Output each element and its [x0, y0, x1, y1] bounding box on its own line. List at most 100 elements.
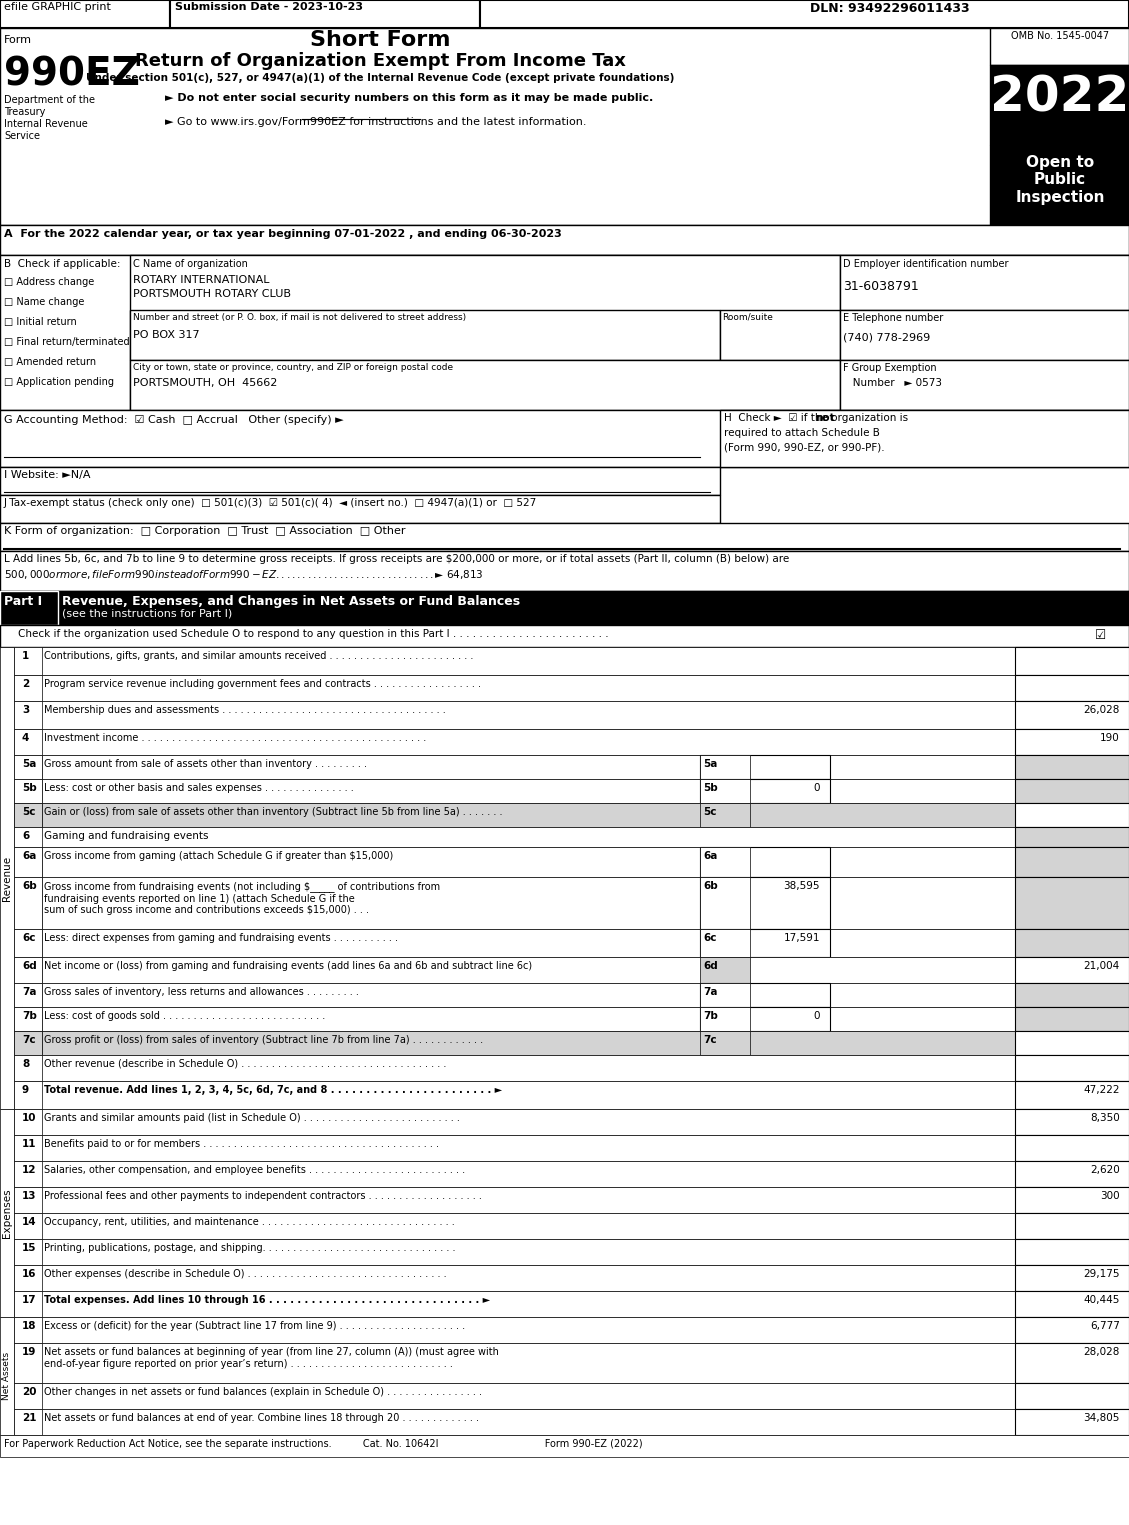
Bar: [14, 755, 42, 779]
Text: Less: cost of goods sold . . . . . . . . . . . . . . . . . . . . . . . . . . .: Less: cost of goods sold . . . . . . . .…: [44, 1011, 325, 1022]
Bar: [1015, 1161, 1129, 1186]
Text: Other changes in net assets or fund balances (explain in Schedule O) . . . . . .: Other changes in net assets or fund bala…: [44, 1388, 482, 1397]
Bar: [700, 846, 830, 877]
Bar: [700, 958, 750, 984]
Bar: [0, 1109, 14, 1318]
Bar: [14, 958, 1015, 984]
Text: Gross sales of inventory, less returns and allowances . . . . . . . . .: Gross sales of inventory, less returns a…: [44, 987, 359, 997]
Text: 6a: 6a: [21, 851, 36, 862]
Bar: [700, 779, 830, 804]
Text: Service: Service: [5, 131, 40, 140]
Text: 7a: 7a: [21, 987, 36, 997]
Bar: [0, 1318, 14, 1435]
Text: 2,620: 2,620: [1091, 1165, 1120, 1174]
Bar: [840, 255, 1129, 310]
Text: ► Go to www.irs.gov/Form990EZ for instructions and the latest information.: ► Go to www.irs.gov/Form990EZ for instru…: [165, 117, 586, 127]
Bar: [0, 410, 1129, 467]
Text: □ Amended return: □ Amended return: [5, 357, 96, 368]
Bar: [14, 1318, 42, 1344]
Bar: [14, 1161, 1015, 1186]
Text: Number   ► 0573: Number ► 0573: [843, 378, 942, 387]
Bar: [14, 1031, 1015, 1055]
Text: 17: 17: [21, 1295, 36, 1305]
Text: □ Initial return: □ Initial return: [5, 317, 77, 326]
Bar: [14, 1161, 42, 1186]
Bar: [1015, 1266, 1129, 1292]
Text: PORTSMOUTH ROTARY CLUB: PORTSMOUTH ROTARY CLUB: [133, 290, 291, 299]
Text: Total revenue. Add lines 1, 2, 3, 4, 5c, 6d, 7c, and 8 . . . . . . . . . . . . .: Total revenue. Add lines 1, 2, 3, 4, 5c,…: [44, 1084, 502, 1095]
Text: Department of the: Department of the: [5, 95, 95, 105]
Bar: [1015, 1409, 1129, 1435]
Text: Membership dues and assessments . . . . . . . . . . . . . . . . . . . . . . . . : Membership dues and assessments . . . . …: [44, 705, 446, 715]
Text: 28,028: 28,028: [1084, 1347, 1120, 1357]
Bar: [0, 625, 1129, 647]
Text: Contributions, gifts, grants, and similar amounts received . . . . . . . . . . .: Contributions, gifts, grants, and simila…: [44, 651, 473, 660]
Text: Treasury: Treasury: [5, 107, 45, 117]
Bar: [14, 779, 1015, 804]
Bar: [14, 1344, 1015, 1383]
Bar: [700, 877, 750, 929]
Bar: [14, 1135, 1015, 1161]
Bar: [1015, 1055, 1129, 1081]
Bar: [14, 846, 1015, 877]
Bar: [14, 1186, 42, 1212]
Bar: [14, 1266, 1015, 1292]
Bar: [14, 929, 42, 958]
Text: J Tax-exempt status (check only one)  □ 501(c)(3)  ☑ 501(c)( 4)  ◄ (insert no.) : J Tax-exempt status (check only one) □ 5…: [5, 499, 537, 508]
Text: 990EZ: 990EZ: [5, 55, 140, 93]
Text: 7a: 7a: [703, 987, 718, 997]
Bar: [130, 255, 840, 410]
Bar: [14, 1383, 1015, 1409]
Text: 9: 9: [21, 1084, 29, 1095]
Text: 15: 15: [21, 1243, 36, 1254]
Bar: [1015, 1109, 1129, 1135]
Text: 5c: 5c: [21, 807, 35, 817]
Bar: [14, 929, 1015, 958]
Bar: [1015, 647, 1129, 676]
Bar: [1015, 827, 1129, 846]
Bar: [0, 523, 1129, 551]
Text: 5a: 5a: [21, 759, 36, 769]
Bar: [1015, 729, 1129, 755]
Bar: [14, 1006, 1015, 1031]
Bar: [14, 958, 42, 984]
Bar: [0, 592, 1129, 625]
Bar: [14, 877, 42, 929]
Text: Check if the organization used Schedule O to respond to any question in this Par: Check if the organization used Schedule …: [18, 628, 612, 639]
Text: 26,028: 26,028: [1084, 705, 1120, 715]
Text: (740) 778-2969: (740) 778-2969: [843, 332, 930, 342]
Text: 13: 13: [21, 1191, 36, 1202]
Text: □ Final return/terminated: □ Final return/terminated: [5, 337, 130, 348]
Text: 5c: 5c: [703, 807, 717, 817]
Text: 17,591: 17,591: [784, 933, 820, 942]
Bar: [14, 729, 42, 755]
Text: 2022: 2022: [990, 73, 1129, 120]
Text: Excess or (deficit) for the year (Subtract line 17 from line 9) . . . . . . . . : Excess or (deficit) for the year (Subtra…: [44, 1321, 465, 1331]
Text: 8: 8: [21, 1058, 29, 1069]
Bar: [1015, 846, 1129, 877]
Bar: [1015, 702, 1129, 729]
Bar: [1015, 1318, 1129, 1344]
Text: 11: 11: [21, 1139, 36, 1148]
Text: 12: 12: [21, 1165, 36, 1174]
Text: $500,000 or more, file Form 990 instead of Form 990-EZ . . . . . . . . . . . . .: $500,000 or more, file Form 990 instead …: [5, 567, 483, 581]
Bar: [0, 496, 720, 523]
Text: Short Form: Short Form: [309, 30, 450, 50]
Text: 31-6038791: 31-6038791: [843, 281, 919, 293]
Text: Submission Date - 2023-10-23: Submission Date - 2023-10-23: [175, 2, 364, 12]
Bar: [170, 0, 480, 27]
Text: Internal Revenue: Internal Revenue: [5, 119, 88, 130]
Bar: [0, 647, 14, 1109]
Text: 5b: 5b: [703, 782, 718, 793]
Text: 7c: 7c: [21, 1035, 36, 1045]
Text: Net assets or fund balances at end of year. Combine lines 18 through 20 . . . . : Net assets or fund balances at end of ye…: [44, 1414, 479, 1423]
Text: PORTSMOUTH, OH  45662: PORTSMOUTH, OH 45662: [133, 378, 278, 387]
Bar: [1015, 1238, 1129, 1266]
Text: H  Check ►  ☑ if the organization is: H Check ► ☑ if the organization is: [724, 413, 911, 422]
Text: □ Application pending: □ Application pending: [5, 377, 114, 387]
Bar: [14, 1409, 42, 1435]
Text: Number and street (or P. O. box, if mail is not delivered to street address): Number and street (or P. O. box, if mail…: [133, 313, 466, 322]
Text: (Form 990, 990-EZ, or 990-PF).: (Form 990, 990-EZ, or 990-PF).: [724, 442, 885, 453]
Text: Gaming and fundraising events: Gaming and fundraising events: [44, 831, 209, 840]
Bar: [1015, 984, 1129, 1006]
